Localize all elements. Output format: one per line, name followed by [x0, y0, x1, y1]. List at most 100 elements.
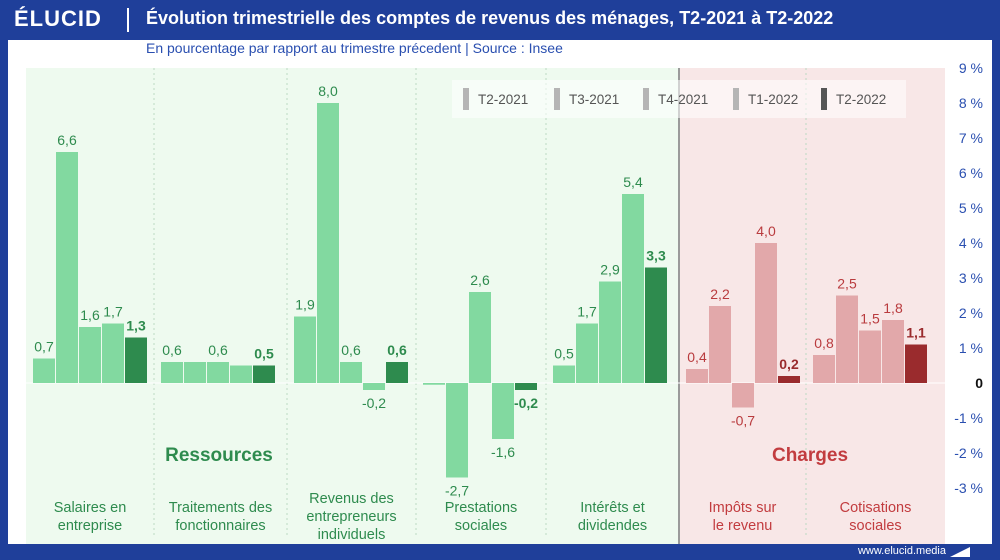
legend-label: T1-2022	[748, 92, 798, 107]
category-label: dividendes	[578, 518, 647, 534]
bar	[230, 365, 252, 383]
data-label: 1,1	[906, 325, 926, 341]
data-label: 0,6	[162, 342, 182, 358]
legend-label: T4-2021	[658, 92, 708, 107]
category-label: entrepreneurs	[306, 509, 396, 525]
data-label: 0,8	[814, 335, 834, 351]
bar	[882, 320, 904, 383]
category-label: Traitements des	[169, 500, 272, 516]
legend-label: T2-2021	[478, 92, 528, 107]
data-label: 1,6	[80, 307, 100, 323]
brand-logo: ÉLUCID	[14, 6, 102, 31]
legend-label: T3-2021	[569, 92, 619, 107]
data-label: -2,7	[445, 483, 469, 499]
y-tick-label: 0	[975, 375, 983, 391]
data-label: 1,3	[126, 318, 146, 334]
category-label: sociales	[849, 518, 901, 534]
chart-title: Évolution trimestrielle des comptes de r…	[146, 8, 834, 28]
bar	[446, 383, 468, 478]
bar	[859, 330, 881, 383]
data-label: 0,7	[34, 339, 54, 355]
data-label: 4,0	[756, 223, 776, 239]
category-label: Cotisations	[840, 500, 912, 516]
data-label: 0,4	[687, 349, 707, 365]
y-tick-label: 9 %	[959, 60, 983, 76]
data-label: 5,4	[623, 174, 643, 190]
data-label: 2,2	[710, 286, 730, 302]
data-label: -1,6	[491, 444, 515, 460]
bar	[836, 295, 858, 383]
data-label: 1,9	[295, 297, 315, 313]
bar	[184, 362, 206, 383]
category-label: le revenu	[713, 518, 773, 534]
legend-swatch	[733, 88, 739, 110]
bar	[161, 362, 183, 383]
y-tick-label: 1 %	[959, 340, 983, 356]
bar	[340, 362, 362, 383]
bar	[125, 337, 147, 383]
bar	[102, 323, 124, 383]
bar	[709, 306, 731, 383]
data-label: 0,6	[387, 342, 407, 358]
legend-swatch	[463, 88, 469, 110]
data-label: 6,6	[57, 132, 77, 148]
bar	[732, 383, 754, 408]
category-label: Salaires en	[54, 500, 127, 516]
legend-label: T2-2022	[836, 92, 886, 107]
data-label: 0,6	[208, 342, 228, 358]
header-bar: ÉLUCID Évolution trimestrielle des compt…	[0, 0, 1000, 40]
y-tick-label: 7 %	[959, 130, 983, 146]
y-tick-label: 6 %	[959, 165, 983, 181]
data-label: 1,7	[577, 304, 597, 320]
bar	[492, 383, 514, 439]
y-tick-label: -3 %	[954, 480, 983, 496]
y-tick-label: 5 %	[959, 200, 983, 216]
legend-swatch	[554, 88, 560, 110]
bar	[813, 355, 835, 383]
category-label: individuels	[318, 527, 386, 543]
legend-swatch	[643, 88, 649, 110]
y-tick-label: 8 %	[959, 95, 983, 111]
data-label: 1,5	[860, 311, 880, 327]
data-label: 8,0	[318, 83, 338, 99]
data-label: -0,7	[731, 413, 755, 429]
category-label: Impôts sur	[709, 500, 777, 516]
bar	[755, 243, 777, 383]
chart-subtitle: En pourcentage par rapport au trimestre …	[146, 40, 563, 56]
bar	[317, 103, 339, 383]
data-label: -0,2	[362, 395, 386, 411]
y-tick-label: -2 %	[954, 445, 983, 461]
bar	[622, 194, 644, 383]
header-divider	[127, 8, 129, 32]
right-border	[992, 40, 1000, 544]
bar	[56, 152, 78, 383]
bar	[645, 267, 667, 383]
bar	[294, 316, 316, 383]
bar	[207, 362, 229, 383]
data-label: 3,3	[646, 248, 666, 264]
category-label: fonctionnaires	[175, 518, 265, 534]
data-label: 0,2	[779, 356, 799, 372]
category-label: Revenus des	[309, 491, 394, 507]
section-label-charges: Charges	[772, 445, 848, 466]
category-label: sociales	[455, 518, 507, 534]
data-label: 0,5	[254, 346, 274, 362]
left-border	[0, 40, 8, 544]
bar	[386, 362, 408, 383]
bar	[79, 327, 101, 383]
bar	[363, 383, 385, 390]
section-label-resources: Ressources	[165, 445, 273, 466]
bar	[905, 344, 927, 383]
resources-background	[26, 68, 679, 544]
data-label: 2,9	[600, 262, 620, 278]
footer-bar: www.elucid.media	[0, 544, 1000, 560]
bar	[469, 292, 491, 383]
bar	[515, 383, 537, 390]
y-tick-label: 3 %	[959, 270, 983, 286]
data-label: 0,5	[554, 346, 574, 362]
category-label: Prestations	[445, 500, 518, 516]
legend-box	[452, 80, 906, 118]
bar	[253, 365, 275, 383]
